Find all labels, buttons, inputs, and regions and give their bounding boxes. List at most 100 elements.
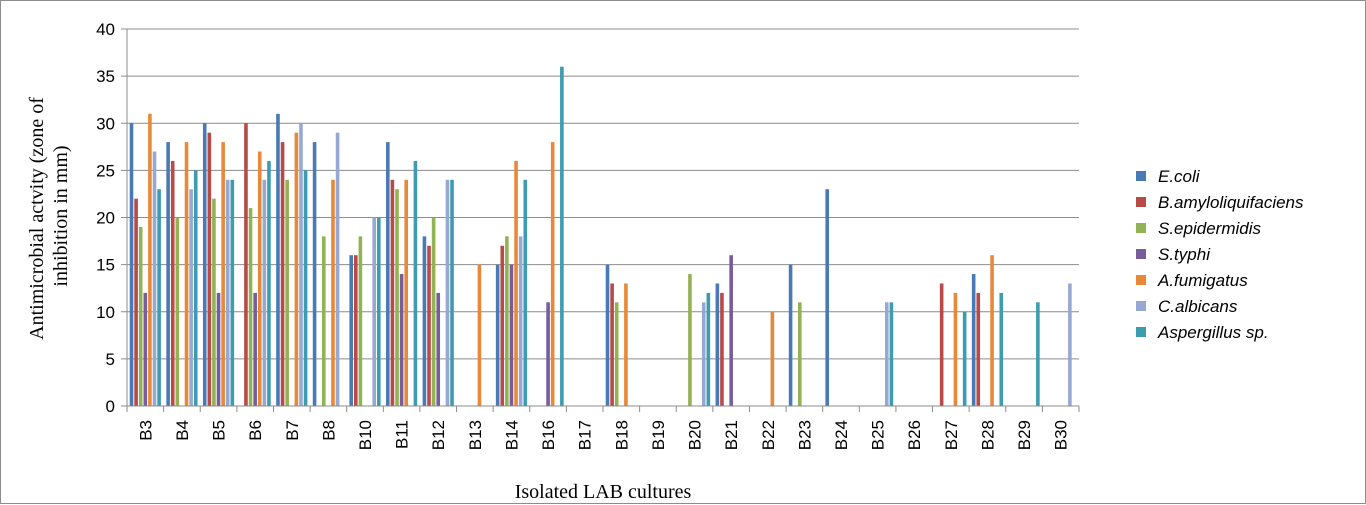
bar	[331, 180, 335, 406]
x-tick-label: B23	[795, 420, 814, 450]
y-tick-label: 25	[96, 161, 115, 180]
bar	[226, 180, 230, 406]
x-tick-label: B30	[1052, 420, 1071, 450]
bar	[546, 302, 550, 406]
bar	[940, 283, 944, 406]
x-tick-label: B13	[466, 420, 485, 450]
x-tick-label: B27	[942, 420, 961, 450]
x-tick-label: B18	[612, 420, 631, 450]
x-tick-label: B10	[356, 420, 375, 450]
x-tick-label: B14	[502, 420, 521, 450]
x-tick-label: B21	[722, 420, 741, 450]
bar	[221, 142, 225, 406]
x-tick-label: B12	[429, 420, 448, 450]
y-tick-label: 35	[96, 67, 115, 86]
bar	[505, 236, 509, 406]
x-tick-label: B22	[759, 420, 778, 450]
legend-label: C.albicans	[1158, 297, 1238, 316]
bar	[702, 302, 706, 406]
y-axis-title-line-2: inhibition in mm)	[50, 145, 72, 286]
bar	[267, 161, 271, 406]
x-tick-label: B25	[869, 420, 888, 450]
legend-swatch	[1136, 327, 1146, 337]
bar	[285, 180, 289, 406]
y-tick-labels: 0510152025303540	[96, 20, 115, 416]
y-tick-label: 40	[96, 20, 115, 39]
legend: E.coli B.amyloliquifaciens S.epidermidis S.…	[1136, 167, 1304, 342]
bar	[304, 170, 308, 406]
bar	[372, 218, 376, 407]
bar	[185, 142, 189, 406]
bar	[176, 218, 180, 407]
bar	[551, 142, 555, 406]
bar	[295, 133, 299, 406]
x-axis-title: Isolated LAB cultures	[515, 481, 692, 503]
bar	[313, 142, 317, 406]
bar	[148, 114, 152, 406]
bar	[450, 180, 454, 406]
bar	[427, 246, 431, 406]
legend-label: E.coli	[1158, 167, 1201, 186]
bar	[514, 161, 518, 406]
x-tick-label: B29	[1015, 420, 1034, 450]
bar	[336, 133, 340, 406]
bar	[400, 274, 404, 406]
bar	[139, 227, 143, 406]
bar	[496, 265, 500, 406]
x-tick-label: B8	[319, 420, 338, 441]
bar	[999, 293, 1003, 406]
bar	[436, 293, 440, 406]
bar	[972, 274, 976, 406]
legend-label: S.typhi	[1158, 245, 1211, 264]
x-tick-label: B20	[686, 420, 705, 450]
bar	[798, 302, 802, 406]
bar	[171, 161, 175, 406]
bar	[688, 274, 692, 406]
legend-swatch	[1136, 171, 1146, 181]
bar	[281, 142, 285, 406]
bar	[189, 189, 193, 406]
bar	[212, 199, 216, 406]
x-tick-label: B17	[576, 420, 595, 450]
bar	[404, 180, 408, 406]
bar	[720, 293, 724, 406]
bar	[263, 180, 267, 406]
bars	[130, 67, 1072, 406]
bar	[624, 283, 628, 406]
bar	[519, 236, 523, 406]
bar	[890, 302, 894, 406]
bar	[354, 255, 358, 406]
bar	[560, 67, 564, 406]
legend-label: B.amyloliquifaciens	[1158, 193, 1304, 212]
bar	[144, 293, 148, 406]
bar	[789, 265, 793, 406]
bar	[377, 218, 381, 407]
legend-swatch	[1136, 301, 1146, 311]
x-tick-label: B6	[246, 420, 265, 441]
bar	[446, 180, 450, 406]
bar	[359, 236, 363, 406]
bar	[610, 283, 614, 406]
x-tick-label: B4	[173, 420, 192, 441]
bar	[523, 180, 527, 406]
bar	[253, 293, 257, 406]
y-tick-label: 15	[96, 256, 115, 275]
x-tick-labels: B3 B4 B5 B6 B7 B8 B10 B11 B12 B13 B14 B16 B17 B18 B19 B…	[136, 420, 1070, 450]
x-tick-label: B16	[539, 420, 558, 450]
bar	[510, 265, 514, 406]
bar	[954, 293, 958, 406]
bar	[825, 189, 829, 406]
bar	[729, 255, 733, 406]
bar	[258, 152, 262, 406]
legend-swatch	[1136, 223, 1146, 233]
bar	[391, 180, 395, 406]
bar	[134, 199, 138, 406]
y-axis-title: Antimicrobial actvity (zone of inhibitio…	[26, 92, 72, 340]
x-tick-label: B5	[210, 420, 229, 441]
x-tick-label: B3	[136, 420, 155, 441]
bar	[166, 142, 170, 406]
bar	[244, 123, 248, 406]
bar	[976, 293, 980, 406]
bar	[299, 123, 303, 406]
